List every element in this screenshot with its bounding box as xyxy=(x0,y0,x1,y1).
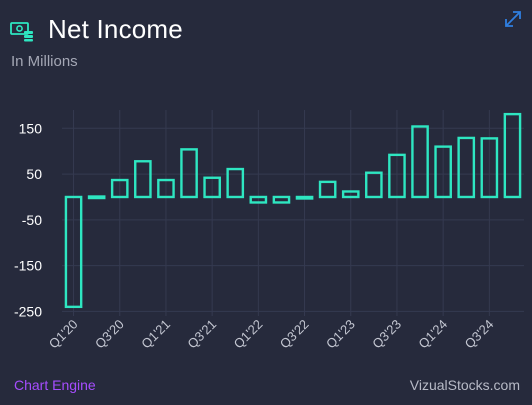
bar-Q2'23 xyxy=(365,171,383,199)
bar-Q2'22 xyxy=(272,195,291,204)
bar-Q3'23 xyxy=(388,153,406,199)
bar-Q2'20 xyxy=(87,195,106,200)
chart-subtitle: In Millions xyxy=(11,53,78,70)
bar-Q1'21 xyxy=(157,178,175,199)
x-tick-label: Q3'21 xyxy=(184,317,219,352)
x-tick-label: Q3'23 xyxy=(369,317,404,352)
bar-Q1'24 xyxy=(434,145,452,199)
bar-Q4'23 xyxy=(411,125,429,199)
x-tick-label: Q3'22 xyxy=(277,317,312,352)
chart-header: Net Income xyxy=(10,14,183,45)
bar-Q1'23 xyxy=(341,190,360,199)
bar-Q4'21 xyxy=(226,167,245,199)
x-tick-label: Q1'21 xyxy=(138,317,173,352)
bar-Q1'20 xyxy=(64,195,83,309)
chart-engine-link[interactable]: Chart Engine xyxy=(14,377,96,393)
bar-Q3'21 xyxy=(203,176,221,199)
bar-Q3'24 xyxy=(480,137,499,199)
bar-Q2'24 xyxy=(457,136,476,199)
bar-Q3'20 xyxy=(110,178,129,199)
bar-Q4'22 xyxy=(318,180,337,199)
x-tick-label: Q3'24 xyxy=(462,317,497,352)
chart-title: Net Income xyxy=(48,14,183,44)
bar-Q4'24 xyxy=(503,112,522,199)
bar-Q1'22 xyxy=(249,195,268,204)
x-tick-label: Q3'20 xyxy=(92,317,127,352)
vizualstocks-credit: VizualStocks.com xyxy=(409,377,520,393)
x-tick-label: Q1'22 xyxy=(231,317,266,352)
x-tick-label: Q1'20 xyxy=(46,317,81,352)
money-icon xyxy=(10,18,34,42)
bar-Q3'22 xyxy=(295,195,314,200)
y-tick-label: -250 xyxy=(14,303,42,319)
y-tick-label: 150 xyxy=(19,120,43,136)
y-tick-label: 50 xyxy=(26,166,42,182)
y-tick-label: -150 xyxy=(14,258,42,274)
x-tick-label: Q1'24 xyxy=(415,317,450,352)
expand-icon[interactable] xyxy=(502,8,524,30)
y-tick-label: -50 xyxy=(22,212,42,228)
bar-Q4'20 xyxy=(134,160,152,199)
x-tick-label: Q1'23 xyxy=(323,317,358,352)
bar-Q2'21 xyxy=(180,148,198,199)
